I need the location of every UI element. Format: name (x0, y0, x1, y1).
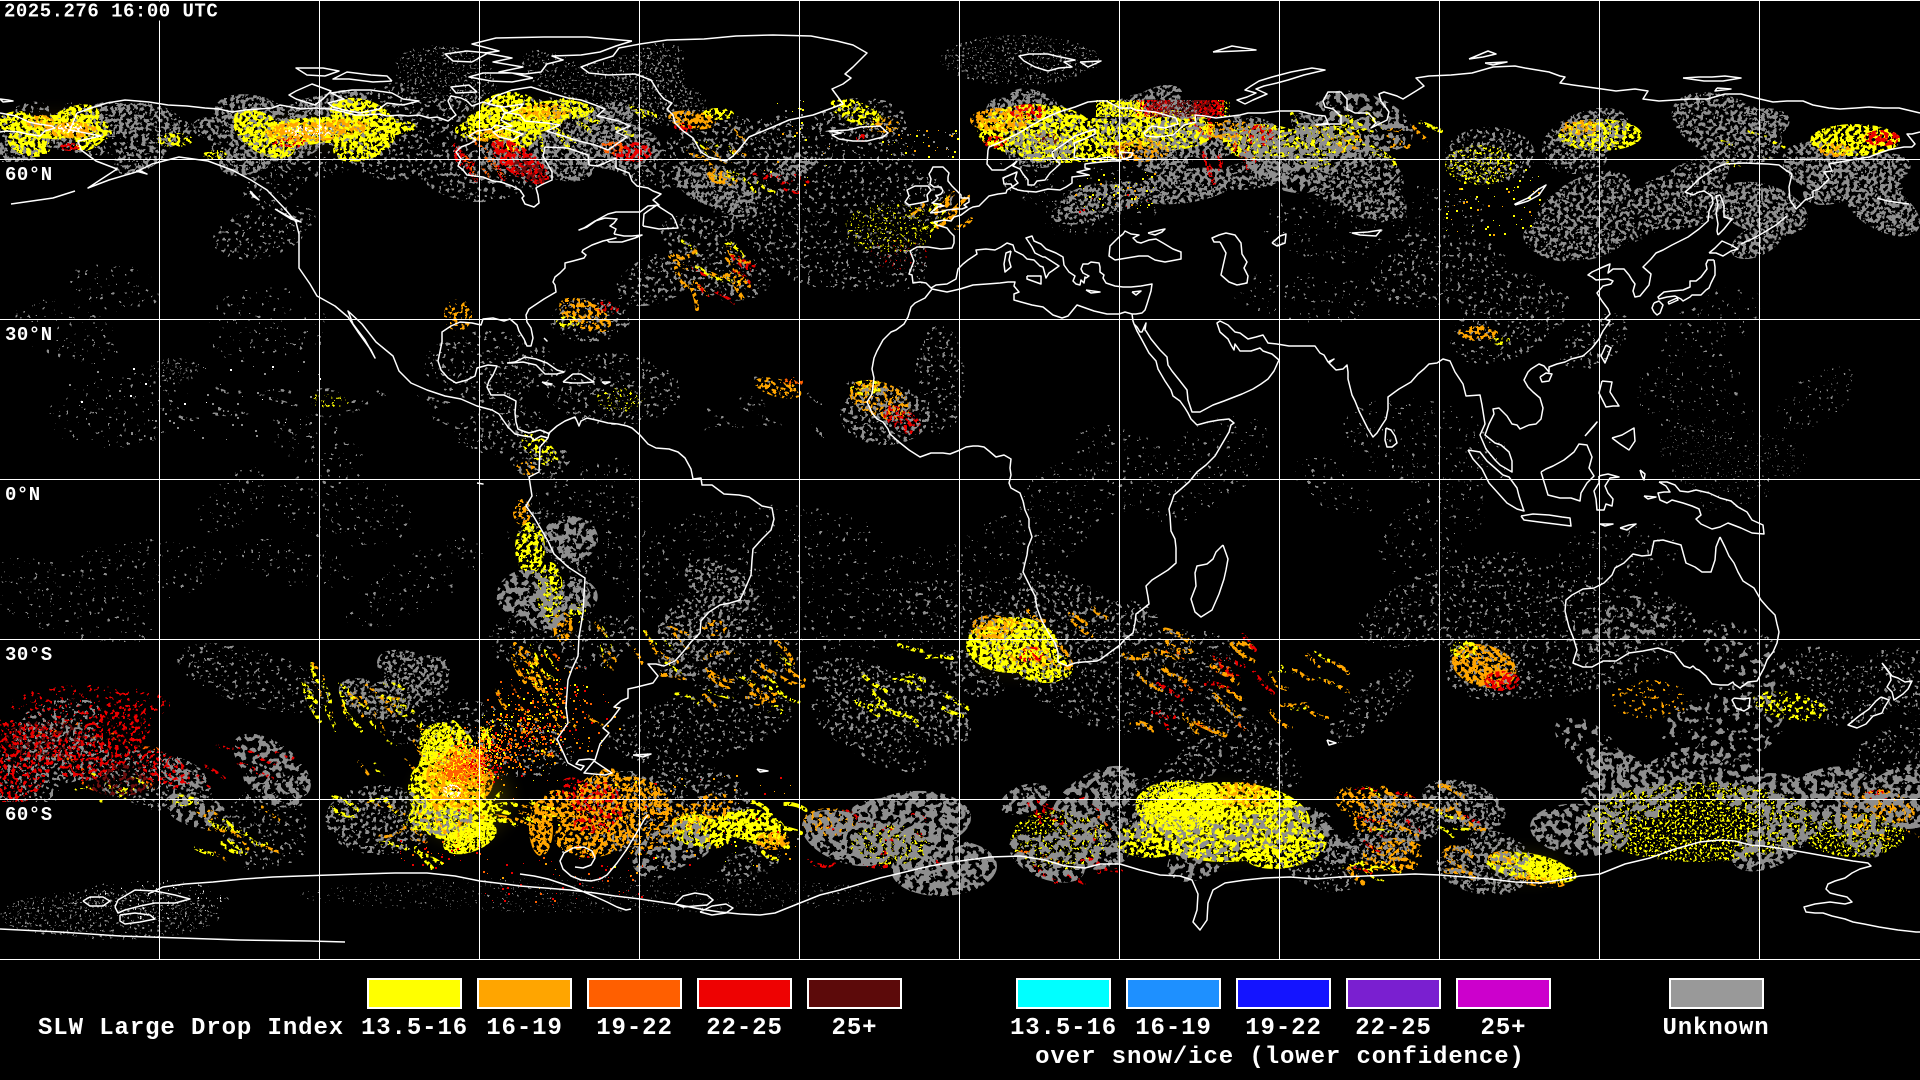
svg-text:25+: 25+ (1481, 1015, 1527, 1042)
svg-text:16-19: 16-19 (1135, 1015, 1212, 1042)
svg-text:over snow/ice (lower confidenc: over snow/ice (lower confidence) (1035, 1044, 1525, 1071)
svg-text:Unknown: Unknown (1662, 1015, 1769, 1042)
svg-text:19-22: 19-22 (596, 1015, 673, 1042)
svg-text:22-25: 22-25 (706, 1015, 783, 1042)
svg-text:0°N: 0°N (5, 484, 41, 506)
svg-text:2025.276 16:00 UTC: 2025.276 16:00 UTC (4, 1, 218, 23)
svg-text:60°N: 60°N (5, 164, 53, 186)
svg-text:19-22: 19-22 (1245, 1015, 1322, 1042)
svg-text:16-19: 16-19 (486, 1015, 563, 1042)
svg-text:22-25: 22-25 (1355, 1015, 1432, 1042)
svg-text:30°N: 30°N (5, 324, 53, 346)
svg-text:25+: 25+ (832, 1015, 878, 1042)
svg-text:60°S: 60°S (5, 804, 53, 826)
svg-text:30°S: 30°S (5, 644, 53, 666)
svg-text:13.5-16: 13.5-16 (1010, 1015, 1117, 1042)
svg-text:SLW Large Drop Index: SLW Large Drop Index (38, 1015, 344, 1042)
svg-text:13.5-16: 13.5-16 (361, 1015, 468, 1042)
